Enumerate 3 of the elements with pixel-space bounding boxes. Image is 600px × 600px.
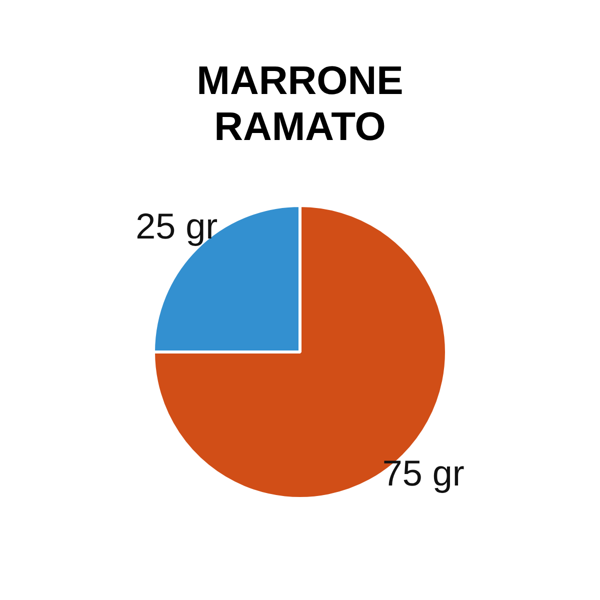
chart-title: MARRONE RAMATO [196,58,404,150]
data-label: 75 gr [382,452,464,494]
data-label: 25 gr [136,206,218,247]
